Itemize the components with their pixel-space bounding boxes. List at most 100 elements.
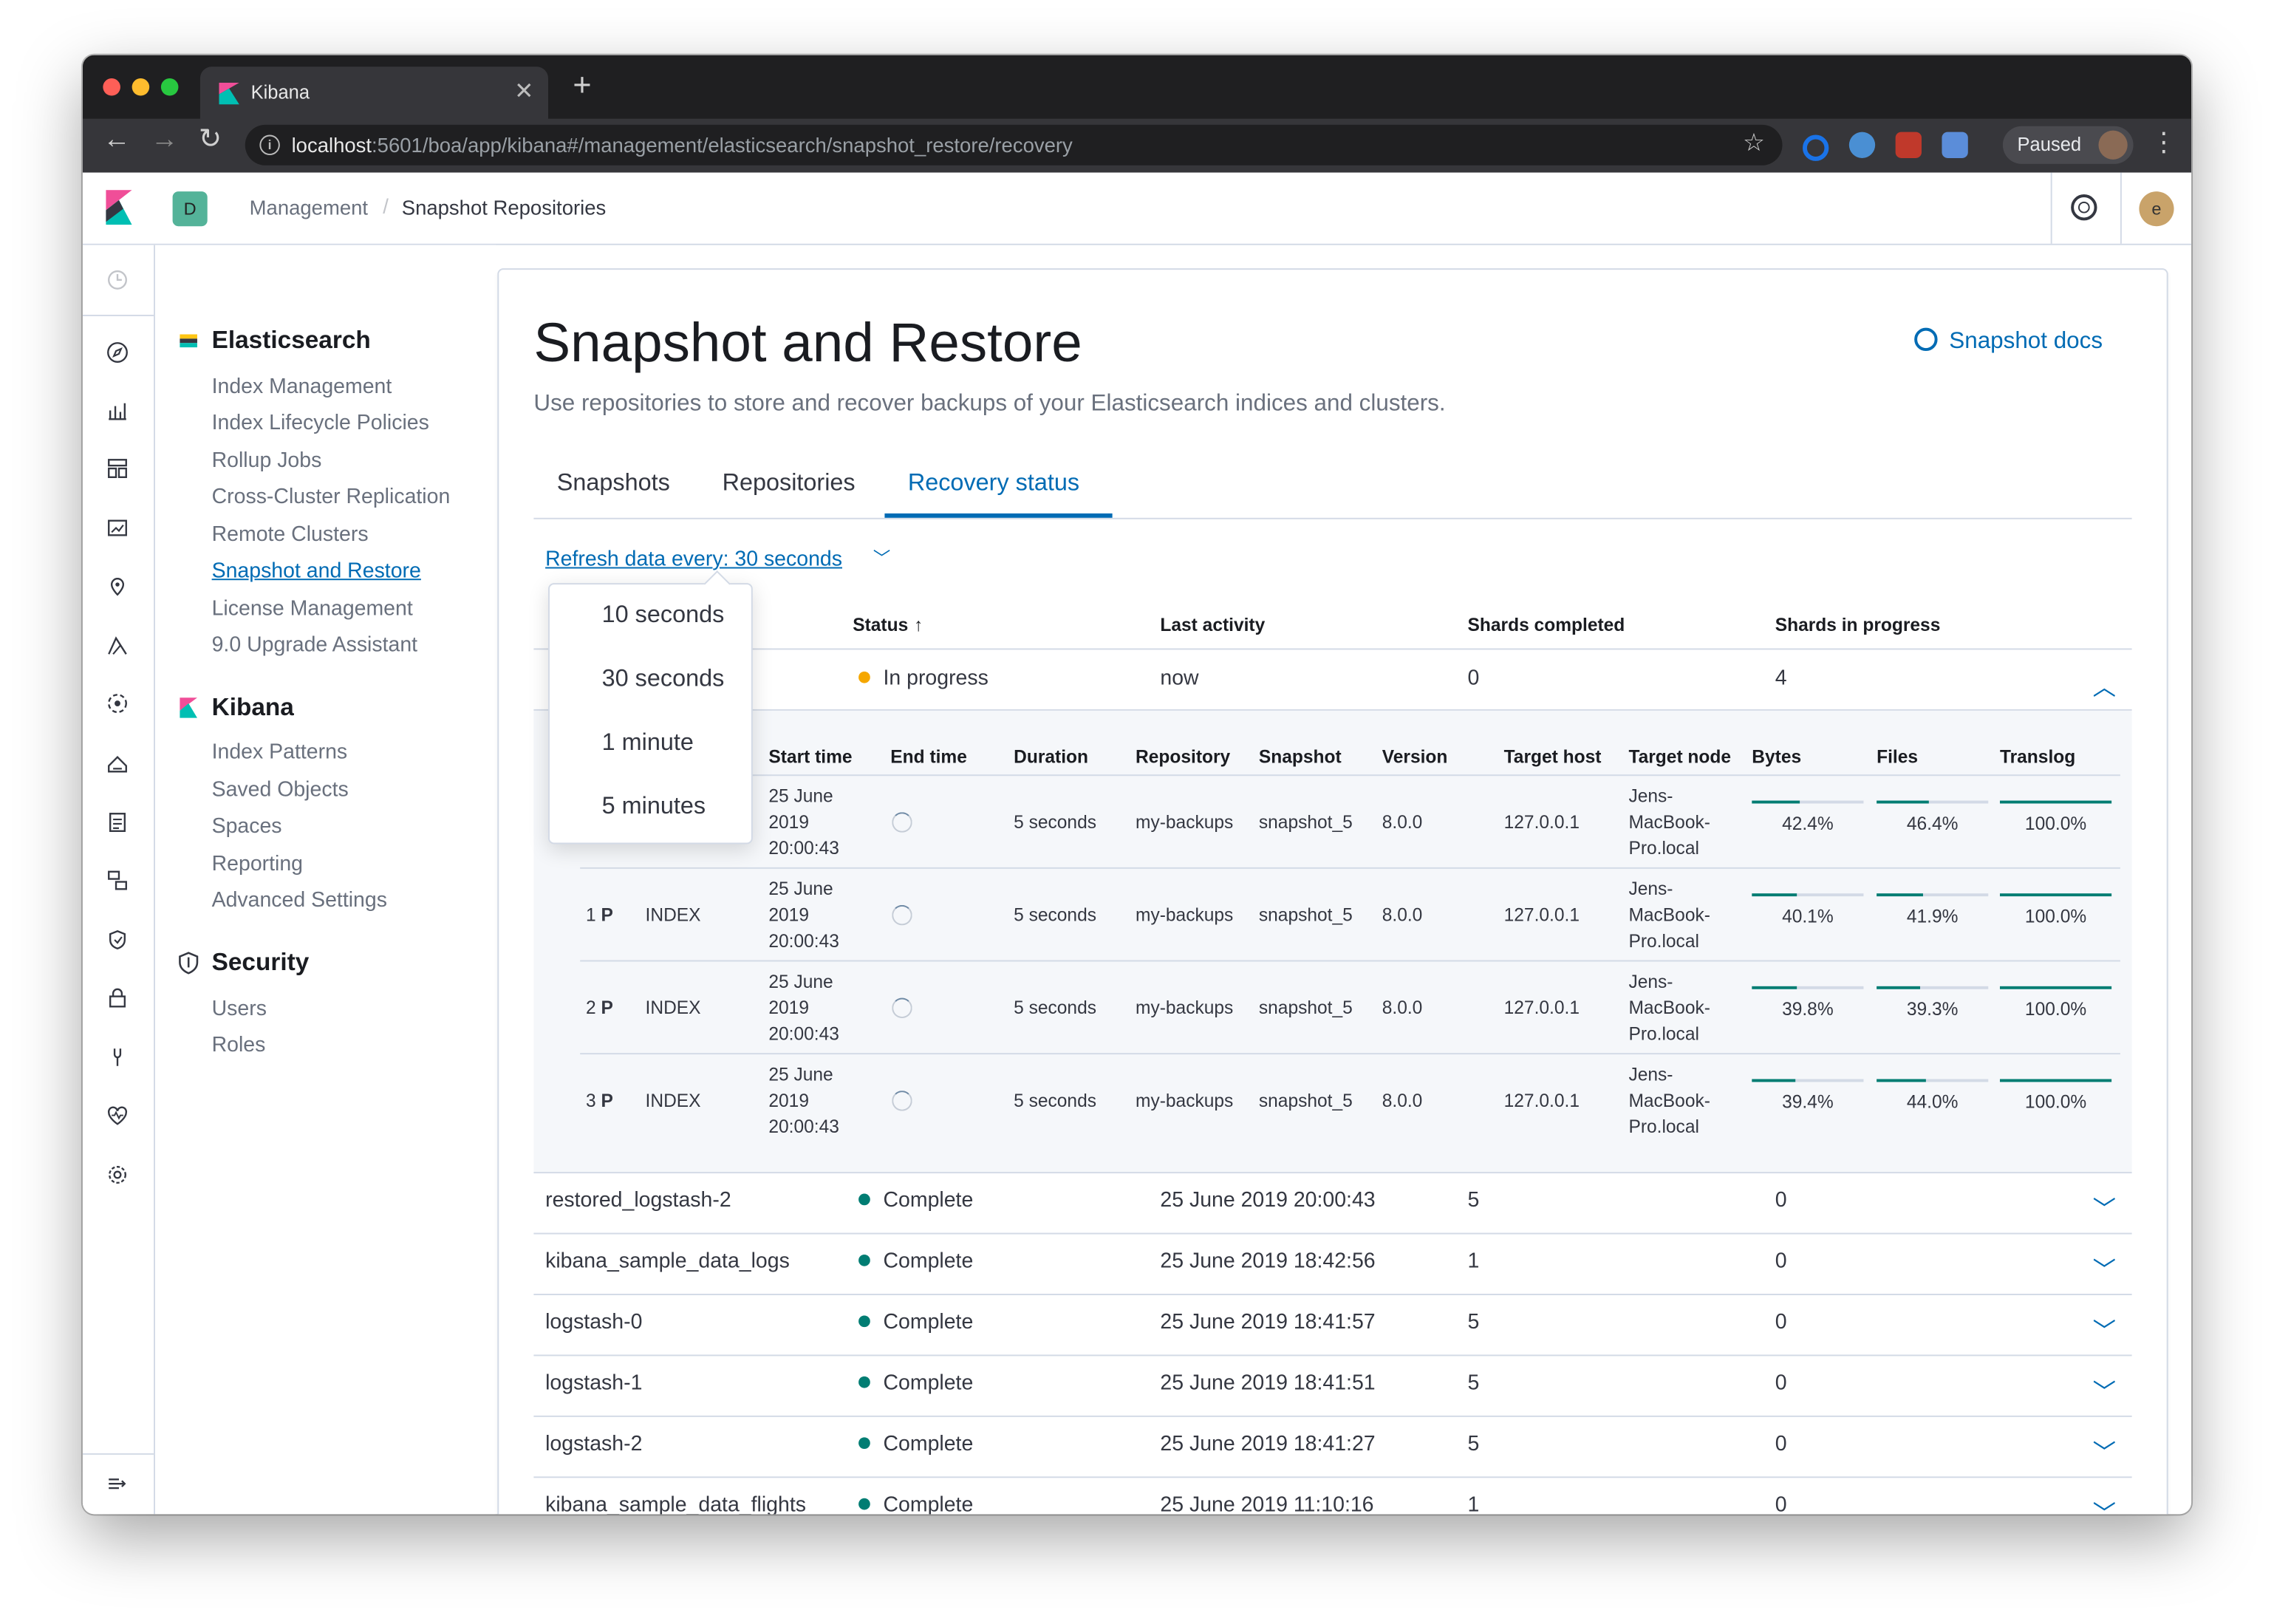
sidenav-item-index-lifecycle-policies[interactable]: Index Lifecycle Policies (211, 412, 429, 435)
refresh-interval-button[interactable]: Refresh data every: 30 seconds (545, 548, 842, 572)
close-tab-icon[interactable]: ✕ (514, 79, 534, 105)
new-tab-button[interactable]: + (573, 66, 592, 103)
sidenav-item-spaces[interactable]: Spaces (211, 815, 282, 839)
column-header-shards-in-progress[interactable]: Shards in progress (1775, 615, 1941, 635)
dev-tools-icon[interactable] (106, 1045, 129, 1068)
profile-paused-button[interactable]: Paused (2002, 126, 2134, 164)
sidenav-item-snapshot-and-restore[interactable]: Snapshot and Restore (211, 559, 421, 584)
shard-start-date: 25 June (768, 878, 833, 900)
expand-row-chevron-down-icon[interactable]: ﹀ (2092, 1380, 2117, 1406)
refresh-option-30-seconds[interactable]: 30 seconds (601, 666, 725, 692)
sidenav-item-users[interactable]: Users (211, 997, 267, 1021)
extension-blue-icon[interactable] (1942, 132, 1968, 158)
in-progress-dot-icon (858, 671, 870, 683)
last-activity-cell: 25 June 2019 18:41:51 (1160, 1371, 1376, 1396)
translog-progress-bar (1999, 800, 2112, 804)
kibana-header: D Management / Snapshot Repositories e (82, 172, 2192, 245)
row-divider (533, 1172, 2132, 1174)
infrastructure-icon[interactable] (106, 692, 129, 714)
translog-percent: 100.0% (2024, 1092, 2087, 1113)
complete-dot-icon (858, 1193, 870, 1206)
sidenav-item-roles[interactable]: Roles (211, 1034, 266, 1058)
expand-row-chevron-down-icon[interactable]: ﹀ (2092, 1258, 2117, 1284)
sidenav-item-upgrade-assistant[interactable]: 9.0 Upgrade Assistant (211, 633, 418, 658)
sidenav-item-saved-objects[interactable]: Saved Objects (211, 779, 349, 802)
column-header-shards-completed[interactable]: Shards completed (1467, 615, 1625, 635)
ml-icon[interactable] (106, 634, 129, 657)
chevron-down-icon[interactable]: ﹀ (873, 548, 891, 569)
sidenav-item-cross-cluster-replication[interactable]: Cross-Cluster Replication (211, 485, 451, 510)
table-row-index-name: logstash-0 (545, 1311, 643, 1334)
kibana-logo-icon[interactable] (106, 190, 132, 225)
shard-start-year: 2019 (768, 997, 809, 1019)
expand-row-chevron-down-icon[interactable]: ﹀ (2092, 1320, 2117, 1345)
breadcrumb-management[interactable]: Management (249, 196, 369, 219)
minimize-window-button[interactable] (132, 78, 150, 96)
back-arrow-icon[interactable]: ← (103, 124, 131, 156)
space-selector[interactable]: D (172, 191, 208, 227)
expand-row-chevron-down-icon[interactable]: ﹀ (2092, 1442, 2117, 1467)
refresh-option-1-minute[interactable]: 1 minute (601, 729, 694, 756)
monitoring-icon[interactable] (106, 1104, 129, 1127)
sidenav-item-index-patterns[interactable]: Index Patterns (211, 741, 348, 765)
canvas-icon[interactable] (106, 516, 129, 539)
sidenav-item-license-management[interactable]: License Management (211, 597, 413, 621)
recently-viewed-icon[interactable] (106, 268, 129, 291)
shard-primary-flag: P (601, 1091, 613, 1111)
visualize-icon[interactable] (106, 399, 129, 422)
help-icon[interactable] (2071, 194, 2097, 221)
extension-icon[interactable] (1803, 134, 1829, 161)
dashboard-icon[interactable] (106, 457, 129, 480)
kibana-logo-icon (219, 82, 239, 105)
tab-recovery-status[interactable]: Recovery status (907, 470, 1080, 497)
expand-row-chevron-down-icon[interactable]: ﹀ (2092, 1198, 2117, 1223)
dock-nav-icon[interactable] (106, 1472, 129, 1495)
shard-repository: my-backups (1136, 812, 1234, 833)
sidenav-item-index-management[interactable]: Index Management (211, 375, 392, 399)
logs-icon[interactable] (106, 751, 129, 774)
reload-icon[interactable]: ↻ (198, 124, 222, 156)
siem-icon[interactable] (106, 928, 129, 951)
browser-tab[interactable]: Kibana ✕ (199, 66, 549, 119)
shards-in-progress-cell: 0 (1775, 1371, 1787, 1396)
shard-column-duration: Duration (1014, 746, 1089, 768)
site-info-icon[interactable]: i (259, 134, 280, 156)
shards-in-progress-cell: 0 (1775, 1493, 1787, 1515)
user-avatar[interactable]: e (2139, 191, 2174, 227)
sidenav-item-advanced-settings[interactable]: Advanced Settings (211, 889, 387, 912)
discover-icon[interactable] (106, 341, 129, 364)
address-bar[interactable]: i localhost:5601/boa/app/kibana#/managem… (245, 124, 1783, 166)
shard-start-time: 20:00:43 (768, 931, 839, 952)
bytes-progress-fill (1752, 1079, 1796, 1082)
sidenav-item-remote-clusters[interactable]: Remote Clusters (211, 523, 369, 547)
zoom-window-button[interactable] (160, 78, 179, 96)
lock-icon[interactable] (106, 986, 129, 1009)
sidenav-item-rollup-jobs[interactable]: Rollup Jobs (211, 449, 322, 473)
browser-menu-icon[interactable]: ⋮ (2151, 127, 2177, 157)
maps-icon[interactable] (106, 574, 129, 597)
status-label: Complete (883, 1311, 974, 1334)
files-progress-fill (1877, 1079, 1926, 1082)
apm-icon[interactable] (106, 811, 129, 833)
collapse-row-chevron-up-icon[interactable]: ︿ (2092, 675, 2117, 701)
snapshot-docs-link[interactable]: Snapshot docs (1914, 327, 2103, 355)
column-header-status[interactable]: Status ↑ (853, 615, 923, 635)
expand-row-chevron-down-icon[interactable]: ﹀ (2093, 1494, 2116, 1515)
bookmark-star-icon[interactable]: ☆ (1743, 129, 1765, 157)
shard-duration: 5 seconds (1014, 904, 1096, 926)
shard-column-repository: Repository (1136, 746, 1231, 768)
forward-arrow-icon[interactable]: → (151, 124, 179, 156)
extension-globe-icon[interactable] (1848, 132, 1876, 158)
uptime-icon[interactable] (106, 869, 129, 892)
management-gear-icon[interactable] (106, 1163, 129, 1186)
sidenav-item-reporting[interactable]: Reporting (211, 853, 304, 876)
refresh-option-10-seconds[interactable]: 10 seconds (601, 601, 725, 628)
shard-start-time: 20:00:43 (768, 1116, 839, 1137)
tab-snapshots[interactable]: Snapshots (556, 470, 670, 497)
column-header-last-activity[interactable]: Last activity (1160, 615, 1266, 635)
selected-tab-indicator (884, 513, 1113, 518)
refresh-option-5-minutes[interactable]: 5 minutes (601, 793, 706, 820)
tab-repositories[interactable]: Repositories (722, 470, 856, 497)
close-window-button[interactable] (103, 78, 120, 96)
extension-red-icon[interactable] (1895, 132, 1922, 158)
